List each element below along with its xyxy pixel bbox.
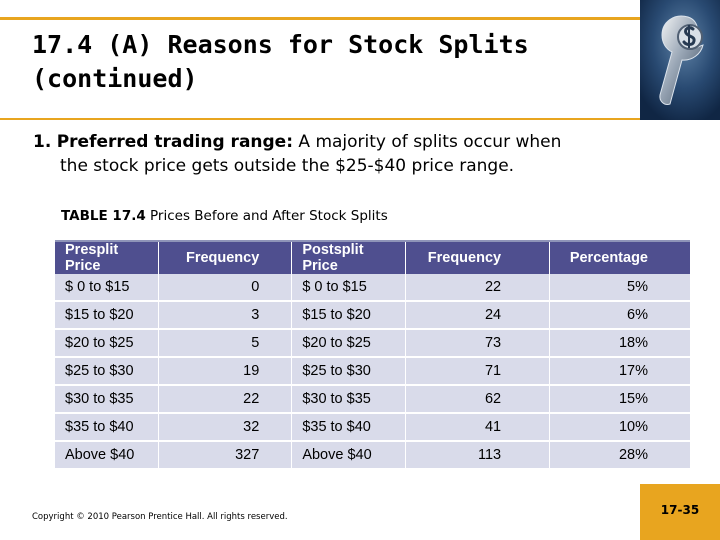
stock-splits-table: Presplit Price Frequency Postsplit Price… <box>55 242 690 470</box>
postsplit-price-cell: $20 to $25 <box>291 329 406 358</box>
presplit-price-cell: Above $40 <box>55 441 159 470</box>
table-row: $25 to $30 19 $25 to $30 71 17% <box>55 357 690 386</box>
presplit-frequency-cell: 0 <box>158 274 293 302</box>
percentage-cell: 15% <box>549 385 690 414</box>
postsplit-frequency-cell: 41 <box>405 413 551 442</box>
presplit-price-cell: $ 0 to $15 <box>55 274 159 302</box>
header-postsplit-price: Postsplit Price <box>291 242 406 274</box>
header-percentage: Percentage <box>549 242 690 274</box>
table-row: $35 to $40 32 $35 to $40 41 10% <box>55 413 690 442</box>
percentage-cell: 28% <box>549 441 690 470</box>
table-row: $20 to $25 5 $20 to $25 73 18% <box>55 329 690 358</box>
presplit-price-cell: $25 to $30 <box>55 357 159 386</box>
postsplit-price-cell: $ 0 to $15 <box>291 274 406 302</box>
presplit-frequency-cell: 327 <box>158 441 293 470</box>
table-row: $30 to $35 22 $30 to $35 62 15% <box>55 385 690 414</box>
percentage-cell: 5% <box>549 274 690 302</box>
page-number: 17-35 <box>660 503 700 517</box>
table-row: $ 0 to $15 0 $ 0 to $15 22 5% <box>55 274 690 302</box>
presplit-price-cell: $35 to $40 <box>55 413 159 442</box>
presplit-frequency-cell: 3 <box>158 301 293 330</box>
table-row: $15 to $20 3 $15 to $20 24 6% <box>55 301 690 330</box>
postsplit-price-cell: $35 to $40 <box>291 413 406 442</box>
postsplit-frequency-cell: 62 <box>405 385 551 414</box>
title-band <box>0 0 720 120</box>
bullet-number: 1. <box>33 132 52 152</box>
header-postsplit-frequency: Frequency <box>405 242 551 274</box>
percentage-cell: 17% <box>549 357 690 386</box>
slide-title: 17.4 (A) Reasons for Stock Splits (conti… <box>32 28 622 96</box>
title-top-rule <box>0 17 640 20</box>
presplit-frequency-cell: 32 <box>158 413 293 442</box>
presplit-frequency-cell: 5 <box>158 329 293 358</box>
bullet-text-line-1: A majority of splits occur when <box>298 132 562 152</box>
table-caption: TABLE 17.4 Prices Before and After Stock… <box>61 208 388 224</box>
presplit-price-cell: $30 to $35 <box>55 385 159 414</box>
presplit-price-cell: $15 to $20 <box>55 301 159 330</box>
bullet-lead-text: Preferred trading range: <box>56 132 294 152</box>
presplit-frequency-cell: 22 <box>158 385 293 414</box>
postsplit-frequency-cell: 22 <box>405 274 551 302</box>
header-presplit-price: Presplit Price <box>55 242 159 274</box>
postsplit-frequency-cell: 24 <box>405 301 551 330</box>
postsplit-frequency-cell: 71 <box>405 357 551 386</box>
table-row: Above $40 327 Above $40 113 28% <box>55 441 690 470</box>
postsplit-price-cell: Above $40 <box>291 441 406 470</box>
bullet-point: 1. Preferred trading range: A majority o… <box>33 130 683 178</box>
wrench-dollar-image <box>640 0 720 120</box>
slide-title-line-2: (continued) <box>32 64 198 93</box>
page-number-box: 17-35 <box>640 484 720 540</box>
bullet-text-line-2: the stock price gets outside the $25-$40… <box>60 156 515 176</box>
percentage-cell: 10% <box>549 413 690 442</box>
presplit-frequency-cell: 19 <box>158 357 293 386</box>
title-bottom-rule <box>0 118 640 120</box>
header-presplit-frequency: Frequency <box>158 242 293 274</box>
table-header-row: Presplit Price Frequency Postsplit Price… <box>55 242 690 274</box>
postsplit-price-cell: $30 to $35 <box>291 385 406 414</box>
postsplit-price-cell: $25 to $30 <box>291 357 406 386</box>
percentage-cell: 18% <box>549 329 690 358</box>
postsplit-frequency-cell: 73 <box>405 329 551 358</box>
table-caption-text: Prices Before and After Stock Splits <box>150 208 388 224</box>
table-caption-label: TABLE 17.4 <box>61 208 146 224</box>
stock-splits-table-panel: Presplit Price Frequency Postsplit Price… <box>55 240 690 470</box>
wrench-dollar-icon <box>640 0 720 120</box>
percentage-cell: 6% <box>549 301 690 330</box>
copyright-notice: Copyright © 2010 Pearson Prentice Hall. … <box>32 512 288 522</box>
postsplit-frequency-cell: 113 <box>405 441 551 470</box>
presplit-price-cell: $20 to $25 <box>55 329 159 358</box>
slide-title-line-1: 17.4 (A) Reasons for Stock Splits <box>32 30 529 59</box>
postsplit-price-cell: $15 to $20 <box>291 301 406 330</box>
